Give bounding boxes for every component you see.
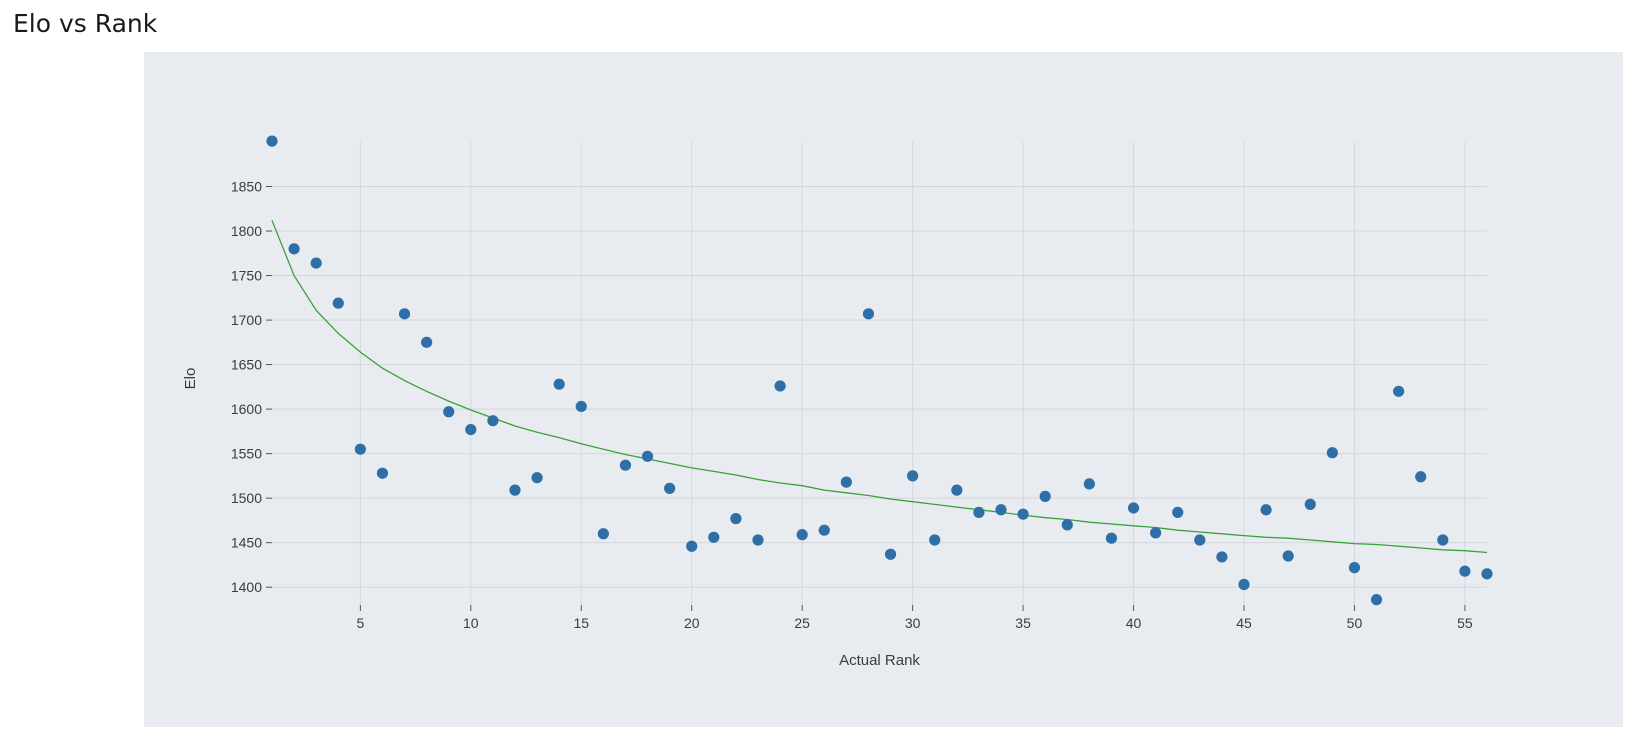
data-point <box>1326 447 1338 459</box>
data-point <box>1481 568 1493 580</box>
data-point <box>376 467 389 479</box>
y-tick-label: 1850 <box>231 179 262 195</box>
x-tick-label: 25 <box>794 615 810 631</box>
data-point <box>1370 594 1383 606</box>
data-point <box>730 513 742 525</box>
data-point <box>354 443 366 455</box>
data-point <box>1348 562 1361 574</box>
data-point <box>1039 490 1051 502</box>
data-point <box>664 482 676 494</box>
data-point <box>708 531 720 543</box>
y-tick-label: 1650 <box>231 357 262 373</box>
data-point <box>266 135 278 147</box>
data-point <box>553 378 565 390</box>
x-tick-label: 15 <box>573 615 589 631</box>
data-point <box>929 534 941 546</box>
chart-panel: 5 10 15 20 25 30 35 40 45 50 55 1400 1450 1500 1550 160… <box>144 52 1623 727</box>
data-point <box>465 423 477 436</box>
y-tick-label: 1750 <box>231 268 262 284</box>
x-tick-label: 5 <box>356 615 364 631</box>
x-axis-title: Actual Rank <box>839 652 920 669</box>
data-point <box>398 308 411 320</box>
data-point <box>907 470 919 482</box>
y-tick-label: 1550 <box>231 446 262 462</box>
data-point <box>1105 532 1118 544</box>
y-tick-label: 1800 <box>231 223 262 239</box>
data-point <box>1194 534 1206 546</box>
data-point <box>1415 471 1427 483</box>
y-tick-label: 1400 <box>231 579 262 595</box>
x-tick-label: 45 <box>1236 615 1252 631</box>
data-point <box>1304 498 1316 510</box>
data-point <box>1017 508 1029 520</box>
x-tick-label: 30 <box>905 615 921 631</box>
trend-line-layer <box>271 220 1488 554</box>
data-point <box>531 472 543 484</box>
data-point <box>619 459 632 471</box>
data-point <box>818 524 830 536</box>
data-point <box>862 308 875 320</box>
x-tick-label: 20 <box>684 615 700 631</box>
x-tick-label: 35 <box>1015 615 1031 631</box>
y-tick-label: 1450 <box>231 535 262 551</box>
data-point <box>686 540 698 552</box>
data-points <box>266 135 1493 606</box>
data-point <box>288 243 300 255</box>
data-point <box>332 297 344 309</box>
y-tick-label: 1500 <box>231 490 262 506</box>
data-point <box>1238 578 1250 591</box>
data-point <box>421 336 433 348</box>
data-point <box>1172 506 1184 518</box>
data-point <box>509 484 521 496</box>
data-point <box>1459 565 1471 577</box>
data-point <box>597 528 609 540</box>
x-tick-label: 10 <box>463 615 479 631</box>
scatter-chart: 5 10 15 20 25 30 35 40 45 50 55 1400 1450 1500 1550 160… <box>182 135 1493 669</box>
data-point <box>840 476 852 488</box>
y-tick-label: 1700 <box>231 312 262 328</box>
data-point <box>1282 550 1294 562</box>
data-point <box>995 504 1007 516</box>
data-point <box>1061 519 1073 531</box>
data-point <box>1260 504 1272 516</box>
data-point <box>752 534 764 546</box>
data-point <box>443 406 455 418</box>
data-point <box>487 415 499 427</box>
data-point <box>1216 551 1228 563</box>
data-point <box>884 548 897 560</box>
data-point <box>774 380 786 392</box>
data-point <box>973 506 985 518</box>
data-point <box>1083 478 1095 490</box>
x-tick-label: 50 <box>1347 615 1363 631</box>
data-point <box>1393 385 1405 397</box>
y-axis-title: Elo <box>182 368 199 390</box>
data-point <box>1437 534 1449 546</box>
axis-ticks: 5 10 15 20 25 30 35 40 45 50 55 1400 1450 1500 1550 160… <box>231 179 1473 631</box>
data-point <box>1127 502 1140 514</box>
data-point <box>1150 527 1162 539</box>
grid-lines <box>272 142 1487 605</box>
data-point <box>641 450 654 462</box>
data-point <box>951 484 963 496</box>
x-tick-label: 55 <box>1457 615 1473 631</box>
x-tick-label: 40 <box>1126 615 1142 631</box>
data-point <box>575 400 587 413</box>
trend-line <box>271 220 1488 554</box>
y-tick-label: 1600 <box>231 401 262 417</box>
page-title: Elo vs Rank <box>13 9 158 38</box>
data-point <box>796 529 808 541</box>
data-point <box>310 257 322 269</box>
